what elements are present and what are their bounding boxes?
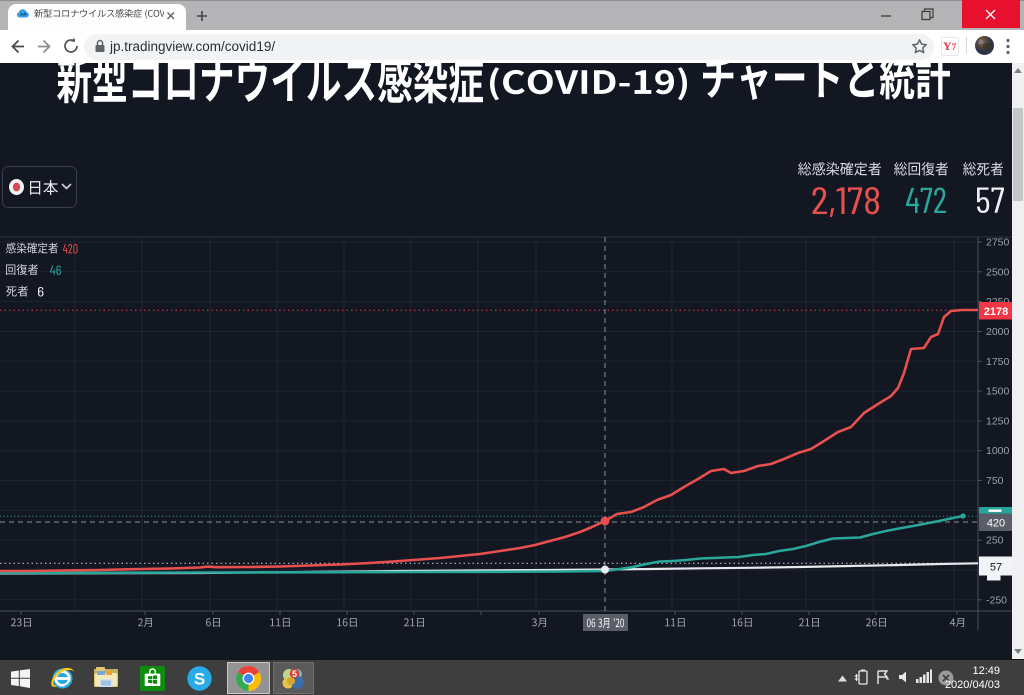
svg-text:1000: 1000	[986, 445, 1010, 457]
svg-text:S: S	[194, 670, 205, 689]
svg-text:-250: -250	[986, 594, 1007, 606]
svg-text:5: 5	[292, 669, 297, 679]
svg-text:1750: 1750	[986, 356, 1010, 368]
svg-text:2178: 2178	[984, 306, 1008, 318]
svg-text:420: 420	[987, 518, 1005, 530]
svg-text:1500: 1500	[986, 386, 1010, 398]
svg-text:250: 250	[986, 535, 1004, 547]
svg-text:2500: 2500	[986, 266, 1010, 278]
svg-text:750: 750	[986, 475, 1004, 487]
svg-text:2000: 2000	[986, 326, 1010, 338]
svg-text:57: 57	[990, 562, 1002, 574]
svg-text:1250: 1250	[986, 415, 1010, 427]
svg-text:2750: 2750	[986, 237, 1010, 249]
